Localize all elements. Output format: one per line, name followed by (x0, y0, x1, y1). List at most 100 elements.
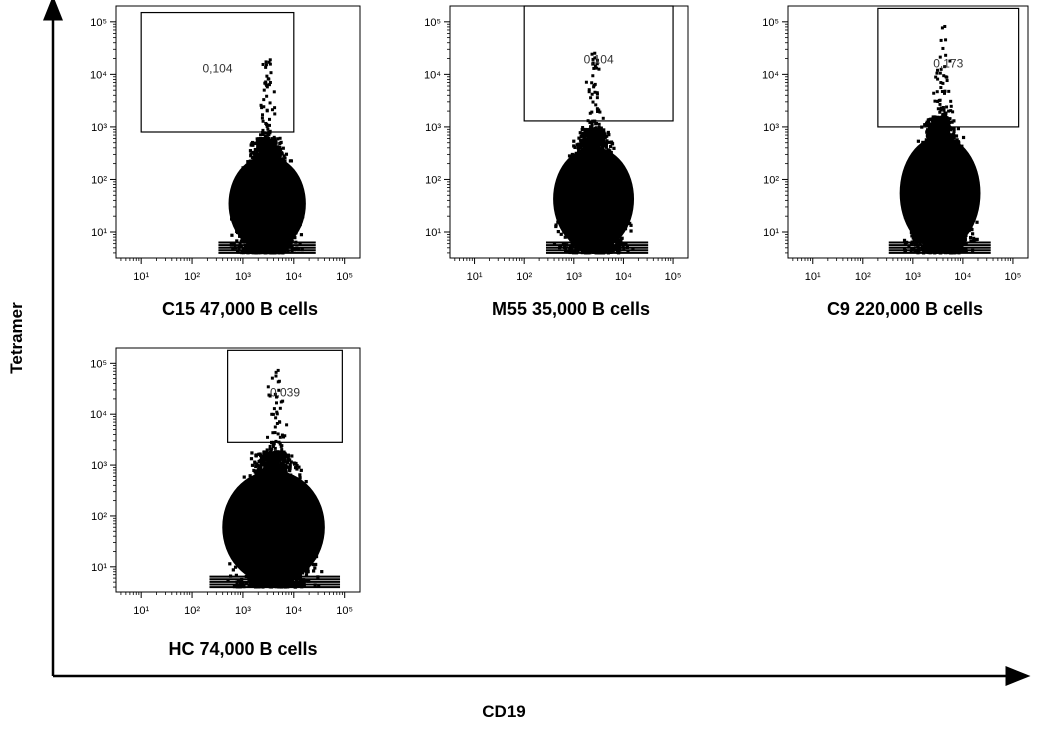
event-dot (288, 159, 293, 163)
event-dot (286, 249, 290, 253)
event-dot (576, 146, 580, 151)
event-dot (258, 147, 262, 151)
event-dot (263, 148, 268, 152)
y-tick-label: 10⁵ (424, 17, 441, 29)
event-dot (264, 63, 268, 67)
event-dot (266, 151, 270, 155)
event-dot (274, 139, 278, 143)
event-dot (263, 134, 267, 138)
event-dot (263, 137, 267, 141)
event-dot (556, 229, 560, 234)
event-dot (609, 144, 613, 149)
event-dot (254, 250, 258, 254)
event-dot (269, 150, 274, 154)
event-dot (272, 137, 277, 141)
event-dot (275, 147, 279, 151)
event-dot (264, 139, 268, 143)
event-dot (255, 151, 259, 156)
event-dot (261, 145, 265, 149)
event-dot (273, 112, 277, 116)
event-dot (263, 142, 267, 146)
y-tick-label: 10³ (425, 122, 441, 134)
event-dot (267, 123, 271, 127)
event-dot (256, 144, 260, 148)
event-dot (272, 135, 276, 139)
event-dot (248, 250, 253, 254)
event-dot (264, 60, 268, 64)
event-dot (265, 136, 269, 140)
event-dot (261, 137, 265, 141)
event-dot (277, 152, 281, 156)
event-dot (264, 153, 268, 158)
event-dot (255, 137, 259, 141)
event-dot (265, 94, 269, 98)
event-dot (268, 81, 272, 85)
event-dot (271, 151, 276, 155)
x-tick-label: 10¹ (133, 271, 149, 283)
event-dot (239, 244, 243, 249)
y-tick-label: 10³ (91, 122, 107, 134)
event-dot (276, 137, 280, 141)
event-dot (602, 131, 606, 135)
event-dot (264, 65, 268, 69)
event-dot (267, 83, 271, 87)
event-dot (262, 131, 266, 135)
event-dot (259, 103, 263, 107)
event-dot (267, 60, 271, 64)
event-dot (268, 62, 272, 66)
event-dot (267, 117, 271, 121)
event-dot (259, 133, 263, 137)
event-dot (267, 133, 271, 137)
event-dot (282, 154, 286, 158)
event-dot (293, 247, 298, 251)
event-dot (266, 77, 270, 81)
event-dot (252, 150, 256, 155)
event-dot (265, 250, 269, 254)
event-dot (280, 151, 284, 155)
event-dot (254, 154, 258, 158)
event-dot (230, 233, 234, 237)
event-dot (267, 141, 271, 145)
event-dot (268, 101, 272, 105)
y-tick-label: 10² (91, 174, 107, 186)
event-dot (266, 127, 270, 131)
event-dot (261, 128, 265, 132)
event-dot (235, 239, 239, 243)
event-dot (269, 71, 273, 75)
event-dot (299, 233, 304, 237)
event-dots (545, 51, 649, 255)
event-dot (250, 140, 255, 145)
event-dot (600, 135, 605, 139)
y-tick-label: 10¹ (91, 227, 107, 239)
x-tick-label: 10⁴ (615, 271, 632, 283)
event-dot (264, 131, 268, 135)
event-dot (262, 105, 266, 109)
panel-caption: C15 47,000 B cells (162, 299, 318, 319)
event-dot (278, 155, 282, 159)
gate-percent-label: 0,104 (202, 61, 232, 75)
x-tick-label: 10² (516, 271, 532, 283)
y-tick-label: 10¹ (425, 227, 441, 239)
y-tick-label: 10⁵ (90, 17, 107, 29)
event-dot (572, 139, 576, 143)
event-dot (265, 124, 269, 128)
event-cloud (228, 155, 306, 252)
event-dot (273, 146, 277, 150)
event-dot (258, 141, 263, 145)
event-dot (270, 108, 274, 112)
event-dot (575, 143, 579, 147)
event-dot (266, 145, 271, 149)
event-dot (582, 142, 586, 146)
y-tick-label: 10² (425, 174, 441, 186)
event-dot (249, 154, 253, 158)
event-dot (265, 74, 269, 78)
event-dot (578, 144, 582, 148)
event-dot (261, 119, 265, 123)
event-dot (272, 90, 276, 94)
event-dot (283, 247, 287, 251)
event-dot (268, 148, 273, 152)
event-dot (249, 152, 253, 156)
event-dot (260, 116, 264, 120)
